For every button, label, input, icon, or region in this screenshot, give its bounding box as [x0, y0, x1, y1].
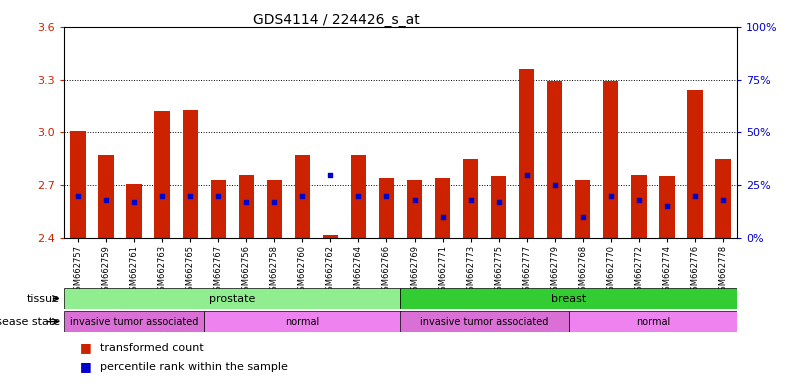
Point [492, 199, 505, 205]
Bar [687, 90, 702, 238]
Point [155, 193, 168, 199]
Point [324, 172, 336, 178]
Point [520, 172, 533, 178]
Point [211, 193, 224, 199]
Bar [400, 311, 569, 332]
Bar [659, 177, 674, 238]
Point [72, 193, 85, 199]
Point [576, 214, 589, 220]
Text: normal: normal [285, 316, 320, 327]
Text: disease state: disease state [0, 316, 60, 327]
Bar [267, 180, 282, 238]
Point [436, 214, 449, 220]
Text: percentile rank within the sample: percentile rank within the sample [100, 362, 288, 372]
Point [464, 197, 477, 203]
Bar [519, 69, 534, 238]
Bar [631, 175, 646, 238]
Point [716, 197, 729, 203]
Text: invasive tumor associated: invasive tumor associated [70, 316, 199, 327]
Text: ■: ■ [80, 341, 92, 354]
Bar [295, 156, 310, 238]
Bar [211, 180, 226, 238]
Point [380, 193, 392, 199]
Text: transformed count: transformed count [100, 343, 204, 353]
Point [632, 197, 645, 203]
Bar [491, 177, 506, 238]
Point [296, 193, 308, 199]
Bar [99, 156, 114, 238]
Bar [70, 131, 86, 238]
Bar [204, 311, 400, 332]
Bar [407, 180, 422, 238]
Bar [715, 159, 731, 238]
Text: GDS4114 / 224426_s_at: GDS4114 / 224426_s_at [253, 13, 420, 27]
Point [268, 199, 280, 205]
Bar [155, 111, 170, 238]
Text: prostate: prostate [209, 293, 256, 304]
Text: tissue: tissue [27, 293, 60, 304]
Bar [183, 109, 198, 238]
Bar [463, 159, 478, 238]
Point [127, 199, 140, 205]
Bar [379, 178, 394, 238]
Text: normal: normal [636, 316, 670, 327]
Bar [351, 156, 366, 238]
Point [548, 182, 561, 188]
Bar [435, 178, 450, 238]
Bar [239, 175, 254, 238]
Point [183, 193, 196, 199]
Bar [575, 180, 590, 238]
Bar [569, 311, 737, 332]
Point [352, 193, 364, 199]
Point [239, 199, 252, 205]
Point [688, 193, 701, 199]
Text: ■: ■ [80, 360, 92, 373]
Point [408, 197, 421, 203]
Text: breast: breast [551, 293, 586, 304]
Point [99, 197, 112, 203]
Point [604, 193, 617, 199]
Bar [127, 184, 142, 238]
Bar [64, 288, 400, 309]
Bar [547, 81, 562, 238]
Text: invasive tumor associated: invasive tumor associated [421, 316, 549, 327]
Bar [603, 81, 618, 238]
Bar [400, 288, 737, 309]
Point [660, 204, 673, 210]
Bar [64, 311, 204, 332]
Bar [323, 235, 338, 238]
